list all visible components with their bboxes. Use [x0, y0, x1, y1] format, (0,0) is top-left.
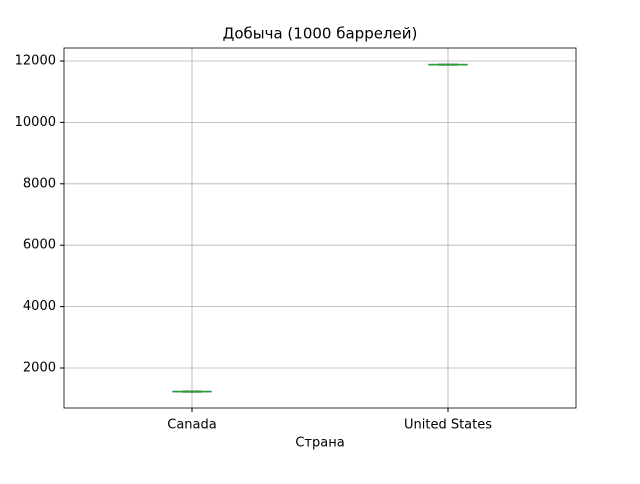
- y-tick-label: 4000: [23, 299, 56, 314]
- x-tick-label: Canada: [167, 418, 216, 433]
- y-tick-label: 12000: [15, 53, 56, 68]
- y-tick-label: 10000: [15, 115, 56, 130]
- y-tick-label: 2000: [23, 360, 56, 375]
- chart-title: Добыча (1000 баррелей): [223, 25, 418, 43]
- y-tick-label: 6000: [23, 238, 56, 253]
- y-tick-label: 8000: [23, 176, 56, 191]
- plot-frame: [63, 47, 577, 409]
- x-tick-label: United States: [404, 418, 492, 433]
- x-axis-label: Страна: [295, 436, 344, 451]
